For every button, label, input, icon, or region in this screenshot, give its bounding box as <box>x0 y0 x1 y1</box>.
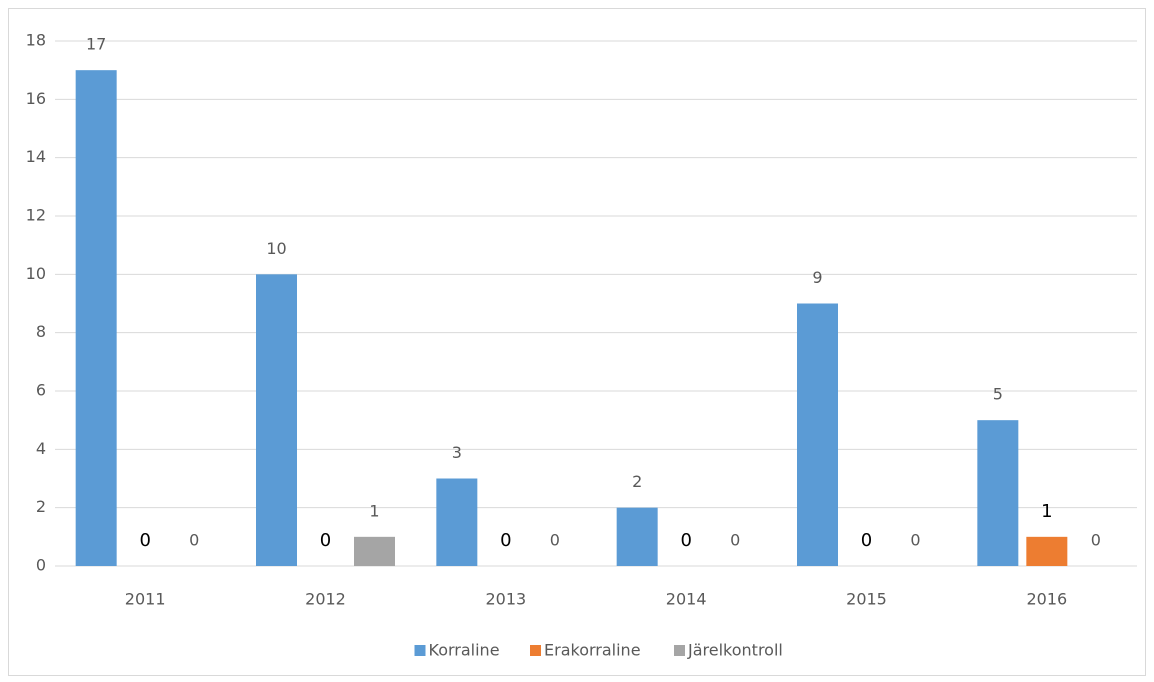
bar <box>436 478 478 566</box>
y-tick-label: 16 <box>26 89 46 108</box>
y-tick-label: 2 <box>36 497 46 516</box>
y-tick-label: 0 <box>36 556 46 575</box>
legend-swatch <box>414 645 426 656</box>
data-label: 0 <box>500 530 511 551</box>
data-label: 0 <box>730 531 740 550</box>
y-tick-label: 8 <box>36 322 46 341</box>
data-label: 5 <box>993 385 1003 404</box>
data-label: 17 <box>86 35 106 54</box>
legend-swatch <box>674 645 685 656</box>
data-label: 1 <box>1041 501 1052 522</box>
data-label: 0 <box>139 530 150 551</box>
data-label: 10 <box>266 239 286 258</box>
y-tick-label: 18 <box>26 31 46 50</box>
legend-label: Järelkontroll <box>687 641 783 660</box>
data-label: 0 <box>189 531 199 550</box>
y-tick-label: 14 <box>26 147 46 166</box>
bar <box>977 420 1019 566</box>
data-label: 9 <box>812 268 822 287</box>
legend-label: Korraline <box>429 641 500 660</box>
data-label: 3 <box>452 443 462 462</box>
x-tick-label: 2016 <box>1026 590 1067 609</box>
bar <box>797 303 838 566</box>
x-tick-label: 2012 <box>305 590 346 609</box>
y-tick-label: 12 <box>26 206 46 225</box>
data-label: 0 <box>680 530 691 551</box>
bar <box>1026 536 1068 566</box>
data-label: 0 <box>1091 531 1101 550</box>
x-tick-label: 2015 <box>846 590 887 609</box>
y-tick-label: 10 <box>26 264 46 283</box>
bar <box>354 536 395 566</box>
bar <box>616 507 658 566</box>
y-tick-label: 4 <box>36 439 46 458</box>
data-label: 0 <box>320 530 331 551</box>
bar <box>256 274 297 566</box>
y-tick-label: 6 <box>36 381 46 400</box>
chart-frame <box>8 8 1146 676</box>
x-tick-label: 2014 <box>666 590 707 609</box>
data-label: 1 <box>369 501 379 520</box>
data-label: 0 <box>910 531 920 550</box>
x-tick-label: 2011 <box>125 590 166 609</box>
data-label: 0 <box>861 530 872 551</box>
data-label: 0 <box>550 531 560 550</box>
x-tick-label: 2013 <box>485 590 526 609</box>
legend-swatch <box>530 645 541 656</box>
legend-label: Erakorraline <box>544 641 641 660</box>
data-label: 2 <box>632 472 642 491</box>
bar <box>75 70 117 567</box>
